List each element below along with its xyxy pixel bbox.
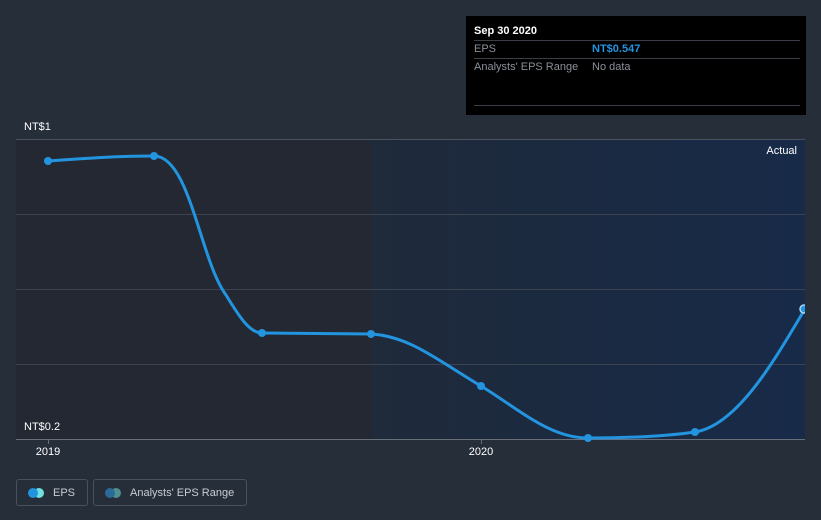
legend-label: Analysts' EPS Range	[130, 486, 235, 499]
legend: EPS Analysts' EPS Range	[16, 479, 248, 506]
tooltip-value: No data	[592, 61, 631, 73]
legend-swatch-icon	[105, 487, 122, 498]
gridlines	[16, 139, 805, 444]
tooltip-divider	[474, 105, 800, 106]
tooltip-title: Sep 30 2020	[474, 25, 537, 37]
tooltip-value: NT$0.547	[592, 43, 641, 55]
tooltip-row-range: Analysts' EPS Range No data	[474, 58, 800, 76]
legend-swatch-icon	[28, 487, 44, 498]
tooltip-key: Analysts' EPS Range	[474, 61, 579, 73]
y-axis-top-label: NT$1	[24, 121, 51, 133]
legend-item-analysts-range[interactable]: Analysts' EPS Range	[93, 479, 248, 506]
tooltip-key: EPS	[474, 43, 497, 55]
legend-label: EPS	[53, 486, 76, 499]
y-axis-bottom-label: NT$0.2	[24, 421, 61, 433]
legend-item-eps[interactable]: EPS	[16, 479, 89, 506]
tooltip-row-eps: EPS NT$0.547	[474, 40, 800, 58]
actual-region-label: Actual	[766, 145, 797, 157]
x-axis-label-2020: 2020	[468, 446, 494, 458]
tooltip: Sep 30 2020 EPS NT$0.547 Analysts' EPS R…	[466, 16, 806, 115]
x-axis-label-2019: 2019	[35, 446, 61, 458]
eps-points	[44, 152, 699, 442]
